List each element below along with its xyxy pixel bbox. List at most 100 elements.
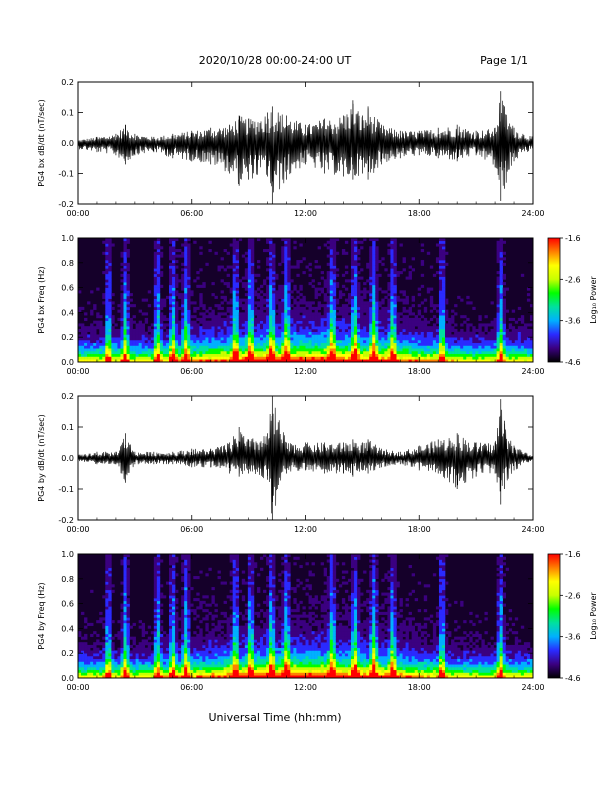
spectrogram-cell [108, 603, 112, 607]
spectrogram-cell [162, 359, 167, 363]
spectrogram-cell [184, 353, 188, 357]
spectrogram-cell [435, 271, 440, 275]
spectrogram-cell [159, 356, 164, 360]
spectrogram-cell [153, 353, 158, 357]
spectrogram-cell [499, 348, 503, 352]
spectrogram-cell [238, 350, 243, 355]
spectrogram-cell [99, 666, 103, 671]
spectrogram-cell [354, 326, 358, 330]
spectrogram-cell [181, 342, 185, 346]
spectrogram-cell [81, 655, 85, 660]
spectrogram-cell [411, 312, 415, 316]
spectrogram-cell [354, 359, 358, 363]
spectrogram-cell [429, 348, 434, 352]
spectrogram-cell [105, 265, 109, 269]
spectrogram-cell [181, 251, 185, 255]
spectrogram-cell [184, 633, 188, 637]
spectrogram-cell [354, 315, 358, 319]
spectrogram-cell [499, 312, 503, 316]
spectrogram-cell [402, 320, 406, 324]
spectrogram-cell [502, 348, 506, 352]
spectrogram-cell [102, 328, 106, 332]
spectrogram-cell [469, 323, 473, 327]
spectrogram-cell [317, 356, 321, 360]
spectrogram-cell [181, 609, 185, 613]
spectrogram-cell [199, 301, 203, 305]
spectrogram-cell [341, 356, 346, 360]
spectrogram-cell [169, 337, 173, 341]
spectrogram-cell [102, 295, 106, 299]
spectrogram-cell [396, 271, 400, 275]
spectrogram-cell [147, 650, 152, 654]
spectrogram-cell [138, 655, 142, 660]
spectrogram-cell [132, 350, 136, 355]
spectrogram-cell [366, 326, 370, 330]
spectrogram-cell [263, 320, 267, 324]
spectrogram-cell [144, 348, 149, 352]
spectrogram-cell [153, 609, 158, 613]
spectrogram-cell [496, 249, 500, 253]
spectrogram-cell [187, 309, 191, 313]
spectrogram-cell [181, 348, 185, 352]
spectrogram-cell [181, 647, 185, 651]
spectrogram-cell [420, 328, 425, 332]
spectrogram-cell [147, 337, 152, 341]
spectrogram-cell [293, 246, 297, 250]
spectrogram-cell [114, 650, 118, 654]
spectrogram-cell [314, 260, 318, 264]
spectrogram-cell [187, 287, 191, 291]
spectrogram-cell [460, 342, 464, 346]
spectrogram-cell [435, 337, 440, 341]
spectrogram-cell [338, 348, 343, 352]
spectrogram-cell [432, 334, 437, 338]
spectrogram-cell [284, 246, 288, 250]
spectrogram-cell [384, 331, 388, 335]
spectrogram-cell [493, 320, 497, 324]
spectrogram-cell [275, 348, 279, 352]
spectrogram-cell [105, 249, 109, 253]
spectrogram-cell [472, 306, 476, 310]
spectrogram-cell [117, 653, 121, 657]
spectrogram-cell [514, 353, 519, 357]
spectrogram-cell [123, 622, 127, 626]
spectrogram-cell [381, 326, 385, 330]
spectrogram-cell [108, 284, 112, 288]
spectrogram-cell [278, 348, 282, 352]
spectrogram-cell [438, 345, 443, 349]
spectrogram [78, 554, 534, 679]
spectrogram-cell [354, 249, 358, 253]
spectrogram-cell [290, 315, 294, 319]
spectrogram-cell [123, 298, 127, 302]
spectrogram-cell [529, 323, 534, 327]
spectrogram-cell [351, 342, 355, 346]
spectrogram-cell [357, 350, 361, 355]
spectrogram-cell [184, 348, 188, 352]
spectrogram-cell [420, 323, 425, 327]
spectrogram-cell [293, 345, 297, 349]
spectrogram-cell [266, 304, 270, 308]
spectrogram-cell [226, 306, 230, 310]
spectrogram-cell [235, 315, 240, 319]
spectrogram-cell [229, 353, 233, 357]
spectrogram-cell [454, 350, 458, 355]
spectrogram-cell [135, 350, 139, 355]
spectrogram-cell [293, 326, 297, 330]
spectrogram-cell [84, 350, 88, 355]
spectrogram-cell [250, 282, 255, 286]
spectrogram-cell [184, 554, 188, 558]
spectrogram-cell [287, 359, 291, 363]
spectrogram-cell [135, 334, 139, 338]
spectrogram-cell [266, 339, 270, 344]
spectrogram-cell [296, 320, 300, 324]
spectrogram-cell [284, 254, 288, 258]
spectrogram-cell [150, 672, 155, 676]
spectrogram-cell [181, 576, 185, 580]
spectrogram-cell [226, 350, 230, 355]
spectrogram-cell [396, 348, 400, 352]
spectrogram-cell [247, 331, 252, 335]
spectrogram-cell [205, 323, 209, 327]
spectrogram-cell [172, 600, 176, 604]
spectrogram-cell [287, 249, 291, 253]
spectrogram-cell [108, 653, 112, 657]
spectrogram-cell [114, 658, 118, 662]
